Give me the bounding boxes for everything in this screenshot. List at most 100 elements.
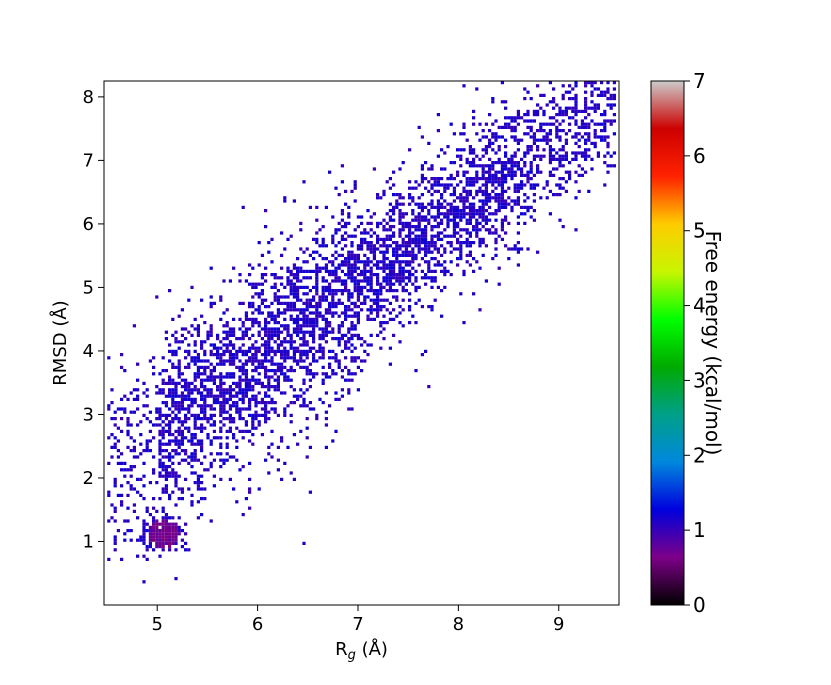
heat-cell (238, 369, 242, 373)
heat-cell (331, 349, 335, 353)
heat-cell (388, 279, 392, 283)
heat-cell (449, 205, 453, 209)
heat-cell (363, 253, 367, 257)
heat-cell (200, 365, 204, 369)
heat-cell (376, 273, 380, 277)
heat-cell (321, 356, 325, 360)
heat-cell (334, 301, 338, 305)
heat-cell (273, 369, 277, 373)
heat-cell (168, 455, 172, 459)
heat-cell (187, 343, 191, 347)
heat-cell (504, 173, 508, 177)
heat-cell (376, 311, 380, 315)
heat-cell (456, 215, 460, 219)
heat-cell (152, 423, 156, 427)
heat-cell (168, 465, 172, 469)
heat-cell (481, 237, 485, 241)
heat-cell (456, 212, 460, 216)
heat-cell (212, 397, 216, 401)
heat-cell (228, 477, 232, 481)
heat-cell (296, 349, 300, 353)
heat-cell (462, 199, 466, 203)
heat-cell (414, 237, 418, 241)
heat-cell (388, 269, 392, 273)
heat-cell (270, 337, 274, 341)
colorbar-label: Free energy (kcal/mol) (701, 231, 725, 456)
heat-cell (404, 225, 408, 229)
heat-cell (417, 247, 421, 251)
heat-cell (209, 333, 213, 337)
heat-cell (299, 356, 303, 360)
heat-cell (427, 250, 431, 254)
heat-cell (331, 372, 335, 376)
heat-cell (260, 343, 264, 347)
heat-cell (184, 458, 188, 462)
heat-cell (283, 349, 287, 353)
heat-cell (542, 186, 546, 190)
heat-cell (225, 401, 229, 405)
heat-cell (203, 369, 207, 373)
heat-cell (225, 308, 229, 312)
heat-cell (600, 90, 604, 94)
heat-cell (244, 429, 248, 433)
heat-cell (168, 381, 172, 385)
heat-cell (254, 340, 258, 344)
heat-cell (171, 525, 175, 529)
heat-cell (436, 215, 440, 219)
heat-cell (308, 407, 312, 411)
heat-cell (446, 177, 450, 181)
heat-cell (174, 413, 178, 417)
heat-cell (302, 397, 306, 401)
heat-cell (385, 221, 389, 225)
heat-cell (382, 250, 386, 254)
heat-cell (120, 461, 124, 465)
heat-cell (129, 465, 133, 469)
heat-cell (344, 263, 348, 267)
heat-cell (132, 324, 136, 328)
heat-cell (280, 356, 284, 360)
heat-cell (305, 260, 309, 264)
heat-cell (443, 215, 447, 219)
heat-cell (174, 439, 178, 443)
heat-cell (504, 244, 508, 248)
heat-cell (257, 263, 261, 267)
heat-cell (152, 455, 156, 459)
heat-cell (292, 388, 296, 392)
heat-cell (251, 420, 255, 424)
heat-cell (164, 401, 168, 405)
heat-cell (456, 183, 460, 187)
heat-cell (488, 205, 492, 209)
heat-cell (395, 295, 399, 299)
heat-cell (478, 209, 482, 213)
heat-cell (305, 340, 309, 344)
heat-cell (219, 375, 223, 379)
heat-cell (286, 269, 290, 273)
heat-cell (404, 282, 408, 286)
heat-cell (385, 298, 389, 302)
heat-cell (200, 442, 204, 446)
heat-cell (155, 385, 159, 389)
heat-cell (545, 183, 549, 187)
heat-cell (366, 209, 370, 213)
heat-cell (513, 154, 517, 158)
heat-cell (369, 333, 373, 337)
heat-cell (123, 410, 127, 414)
heat-cell (324, 410, 328, 414)
heat-cell (379, 260, 383, 264)
heat-cell (417, 263, 421, 267)
heat-cell (257, 321, 261, 325)
heat-cell (193, 397, 197, 401)
heat-cell (260, 397, 264, 401)
heat-cell (356, 333, 360, 337)
heat-cell (196, 481, 200, 485)
heat-cell (539, 154, 543, 158)
heat-cell (481, 199, 485, 203)
heat-cell (494, 228, 498, 232)
heat-cell (328, 375, 332, 379)
heat-cell (235, 394, 239, 398)
heat-cell (257, 330, 261, 334)
heat-cell (238, 273, 242, 277)
heat-cell (318, 266, 322, 270)
heat-cell (596, 122, 600, 126)
heat-cell (164, 525, 168, 529)
